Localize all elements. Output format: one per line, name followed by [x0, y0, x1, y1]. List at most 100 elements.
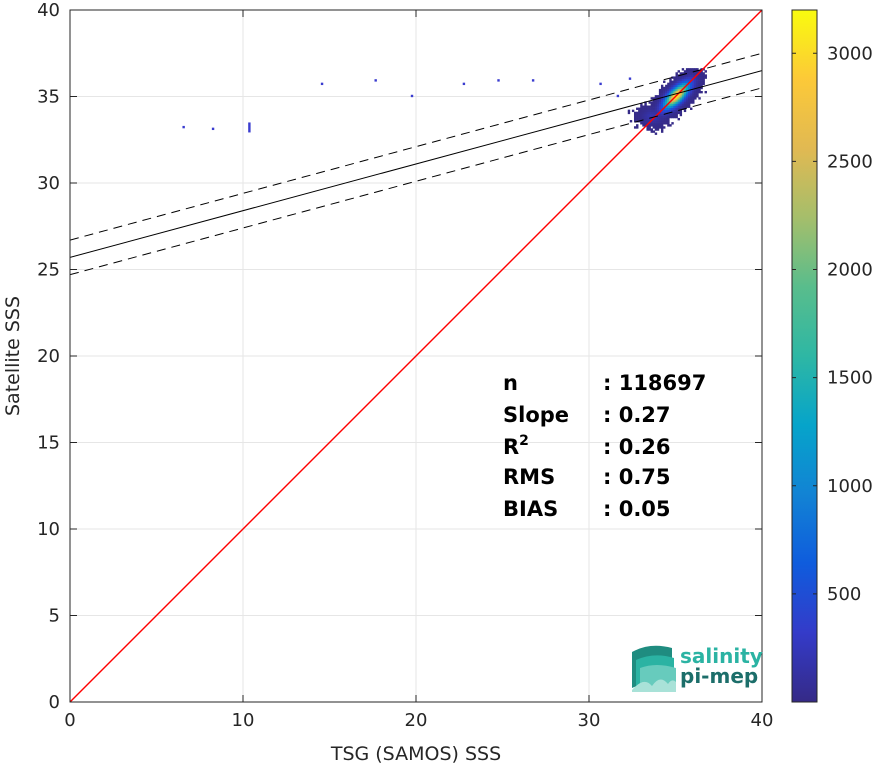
density-cell	[669, 99, 672, 102]
density-cell	[663, 95, 666, 98]
density-cell	[692, 80, 695, 83]
density-cell	[687, 93, 691, 96]
density-cell	[702, 74, 705, 77]
density-cell-outlier	[616, 94, 620, 98]
density-cell	[677, 88, 680, 92]
density-cell	[700, 72, 703, 75]
density-cell	[648, 115, 651, 119]
density-cell	[690, 95, 693, 98]
density-cell-outlier	[628, 77, 632, 80]
density-cell	[644, 115, 647, 119]
density-cell	[683, 80, 687, 83]
density-cell	[671, 90, 674, 94]
density-cell	[698, 76, 701, 79]
density-cell	[677, 70, 680, 73]
y-tick-label: 35	[37, 87, 60, 108]
density-cell	[685, 76, 689, 79]
density-cell	[698, 82, 701, 86]
density-cell	[658, 126, 662, 129]
logo-line2: pi-mep	[680, 664, 758, 688]
colorbar-tick-label: 1500	[827, 368, 873, 389]
density-cell	[690, 93, 693, 96]
density-cell	[685, 93, 689, 96]
density-cell	[665, 103, 668, 106]
density-cell	[675, 103, 678, 106]
density-cell	[648, 111, 651, 115]
density-cell	[646, 109, 649, 113]
colorbar-tick-label: 500	[827, 584, 861, 605]
density-cell	[702, 72, 705, 75]
density-cell	[698, 84, 701, 88]
density-cell	[640, 120, 643, 123]
density-cell	[683, 78, 687, 81]
density-cell	[660, 113, 664, 117]
density-cell	[677, 93, 680, 96]
density-cell	[675, 93, 678, 96]
density-cell	[636, 126, 639, 129]
density-cell	[663, 120, 666, 123]
density-cell	[646, 124, 649, 127]
density-cell	[667, 86, 670, 90]
density-cell	[658, 88, 662, 92]
density-cell	[660, 111, 664, 115]
density-cell	[665, 107, 668, 110]
density-cell	[679, 78, 683, 81]
density-cell	[692, 88, 695, 92]
density-cell	[681, 105, 685, 108]
density-cell	[690, 74, 693, 77]
density-cell	[696, 93, 699, 96]
density-cell	[663, 101, 666, 104]
density-cell	[665, 115, 668, 119]
density-cell	[694, 78, 697, 81]
density-cell	[636, 115, 639, 119]
density-cell	[679, 97, 683, 100]
density-cell	[694, 80, 697, 83]
density-cell	[665, 93, 668, 96]
density-cell	[677, 107, 680, 110]
density-cell	[660, 107, 664, 110]
density-cell	[665, 117, 668, 121]
stat-value: : 0.75	[603, 465, 671, 489]
density-cell	[673, 107, 676, 110]
density-cell	[671, 107, 674, 110]
density-cell	[683, 101, 687, 104]
density-cell	[669, 78, 672, 81]
density-cell	[685, 101, 689, 104]
density-cell	[673, 105, 676, 108]
density-cell	[685, 74, 689, 77]
density-cell	[665, 120, 668, 123]
density-cell	[663, 90, 666, 94]
density-cell	[696, 72, 699, 75]
density-cell	[681, 97, 685, 100]
density-cell	[679, 93, 683, 96]
density-cell	[648, 105, 651, 108]
density-cell	[656, 109, 660, 113]
density-cell	[660, 122, 664, 125]
density-cell	[667, 115, 670, 119]
density-cell	[650, 105, 653, 108]
density-cell	[675, 80, 678, 83]
density-cell	[669, 90, 672, 94]
density-cell	[658, 109, 662, 113]
stat-label: BIAS	[503, 497, 558, 521]
density-cell	[656, 113, 660, 117]
density-cell	[679, 84, 683, 88]
density-cell	[679, 109, 683, 113]
density-cell	[694, 90, 697, 94]
density-cell	[642, 109, 645, 113]
density-cell	[702, 68, 705, 71]
density-cell	[685, 86, 689, 90]
density-cell	[683, 74, 687, 77]
density-cell	[696, 90, 699, 94]
density-cell	[687, 70, 691, 73]
density-cell	[704, 90, 707, 94]
density-cell	[667, 88, 670, 92]
density-cell-outlier	[410, 94, 414, 98]
density-cell	[669, 101, 672, 104]
density-cell	[642, 111, 645, 115]
density-cell	[685, 97, 689, 100]
line-one-to-one	[70, 10, 762, 702]
density-cell	[679, 86, 683, 90]
density-cell	[683, 76, 687, 79]
density-cell	[675, 105, 678, 108]
